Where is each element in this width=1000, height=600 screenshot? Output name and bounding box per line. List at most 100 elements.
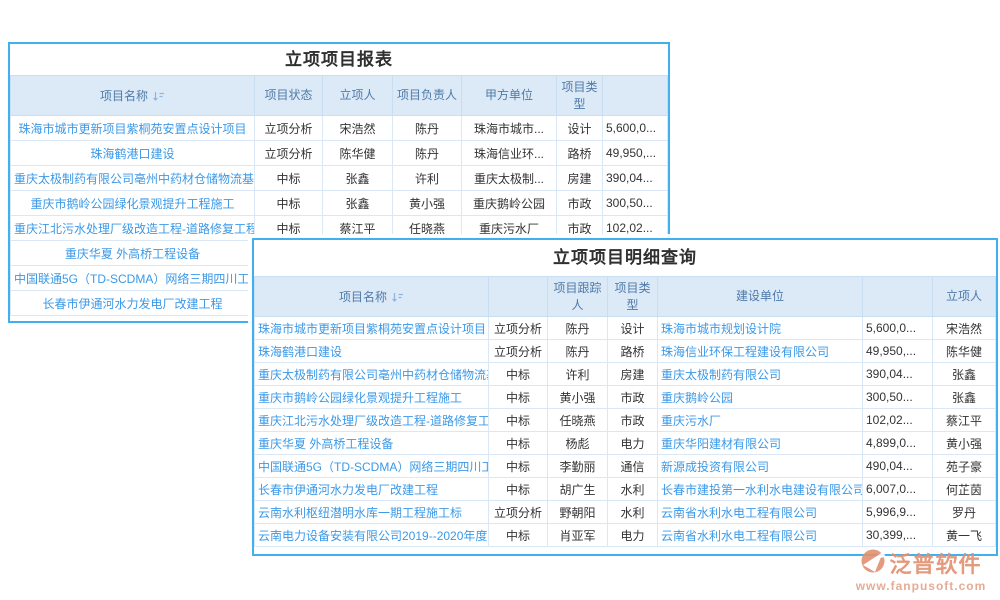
detail-table-row[interactable]: 长春市伊通河水力发电厂改建工程 中标 胡广生 水利 长春市建投第一水利水电建设有… bbox=[254, 477, 996, 501]
report-col-client[interactable]: 甲方单位 bbox=[461, 75, 557, 116]
detail-cell-project-name: 重庆太极制药有限公司亳州中药材仓储物流基地 bbox=[254, 362, 489, 386]
detail-table-row[interactable]: 重庆华夏 外高桥工程设备 中标 杨彪 电力 重庆华阳建材有限公司 4,899,0… bbox=[254, 431, 996, 455]
detail-cell-unit: 重庆污水厂 bbox=[657, 408, 863, 432]
project-name-link[interactable]: 中国联通5G（TD-SCDMA）网络三期四川工程 bbox=[14, 271, 255, 286]
project-name-link[interactable]: 重庆江北污水处理厂级改造工程-道路修复工程 bbox=[14, 221, 255, 236]
detail-cell-amount: 5,996,9... bbox=[862, 500, 933, 524]
detail-cell-unit: 重庆华阳建材有限公司 bbox=[657, 431, 863, 455]
report-table-row[interactable]: 重庆市鹅岭公园绿化景观提升工程施工 中标 张鑫 黄小强 重庆鹅岭公园 市政 30… bbox=[10, 190, 668, 216]
detail-cell-status: 中标 bbox=[488, 523, 548, 547]
detail-cell-project-name: 珠海鹤港口建设 bbox=[254, 339, 489, 363]
report-table: 项目名称 项目状态 立项人 项目负责人 甲方单位 bbox=[10, 75, 668, 316]
detail-cell-creator: 苑子豪 bbox=[932, 454, 996, 478]
project-name-link[interactable]: 云南电力设备安装有限公司2019--2020年度劳务 bbox=[258, 528, 489, 543]
detail-col-type[interactable]: 项目类型 bbox=[607, 276, 658, 317]
detail-cell-status: 中标 bbox=[488, 385, 548, 409]
report-col-type[interactable]: 项目类型 bbox=[556, 75, 603, 116]
report-col-amount[interactable] bbox=[602, 75, 668, 116]
detail-col-project-name[interactable]: 项目名称 bbox=[254, 276, 489, 317]
report-cell-amount: 5,600,0... bbox=[602, 115, 668, 141]
detail-table-row[interactable]: 重庆市鹅岭公园绿化景观提升工程施工 中标 黄小强 市政 重庆鹅岭公园 300,5… bbox=[254, 385, 996, 409]
report-cell-type: 市政 bbox=[556, 215, 603, 241]
detail-cell-status: 中标 bbox=[488, 454, 548, 478]
report-col-status[interactable]: 项目状态 bbox=[254, 75, 323, 116]
report-table-row[interactable]: 珠海市城市更新项目紫桐苑安置点设计项目 立项分析 宋浩然 陈丹 珠海市城市...… bbox=[10, 115, 668, 141]
report-cell-client: 珠海市城市... bbox=[461, 115, 557, 141]
report-cell-project-name: 长春市伊通河水力发电厂改建工程 bbox=[10, 290, 255, 316]
watermark-brand-text: 泛普软件 bbox=[889, 552, 982, 577]
report-cell-project-name: 中国联通5G（TD-SCDMA）网络三期四川工程 bbox=[10, 265, 255, 291]
project-name-link[interactable]: 重庆市鹅岭公园绿化景观提升工程施工 bbox=[258, 390, 463, 405]
project-name-link[interactable]: 重庆江北污水处理厂级改造工程-道路修复工程 bbox=[258, 413, 489, 428]
report-table-row[interactable]: 重庆太极制药有限公司亳州中药材仓储物流基地 中标 张鑫 许利 重庆太极制... … bbox=[10, 165, 668, 191]
detail-panel: 立项项目明细查询 项目名称 bbox=[252, 238, 998, 556]
detail-cell-tracker: 黄小强 bbox=[547, 385, 608, 409]
project-name-link[interactable]: 重庆太极制药有限公司亳州中药材仓储物流基地 bbox=[14, 171, 255, 186]
detail-cell-amount: 30,399,... bbox=[862, 523, 933, 547]
report-cell-client: 重庆鹅岭公园 bbox=[461, 190, 557, 216]
fanpu-watermark: 泛普软件 www.fanpusoft.com bbox=[846, 547, 996, 593]
report-table-row[interactable]: 珠海鹤港口建设 立项分析 陈华健 陈丹 珠海信业环... 路桥 49,950,.… bbox=[10, 140, 668, 166]
detail-cell-project-name: 云南电力设备安装有限公司2019--2020年度劳务 bbox=[254, 523, 489, 547]
detail-table-row[interactable]: 珠海鹤港口建设 立项分析 陈丹 路桥 珠海信业环保工程建设有限公司 49,950… bbox=[254, 339, 996, 363]
project-name-link[interactable]: 重庆华夏 外高桥工程设备 bbox=[64, 246, 201, 261]
project-name-link[interactable]: 珠海市城市更新项目紫桐苑安置点设计项目 bbox=[258, 321, 487, 336]
detail-table-row[interactable]: 云南电力设备安装有限公司2019--2020年度劳务 中标 肖亚军 电力 云南省… bbox=[254, 523, 996, 547]
detail-cell-unit: 珠海信业环保工程建设有限公司 bbox=[657, 339, 863, 363]
detail-cell-type: 通信 bbox=[607, 454, 658, 478]
construction-unit-link[interactable]: 珠海市城市规划设计院 bbox=[661, 321, 782, 336]
construction-unit-link[interactable]: 长春市建投第一水利水电建设有限公司 bbox=[661, 482, 863, 497]
report-cell-status: 中标 bbox=[254, 165, 323, 191]
detail-table-row[interactable]: 重庆太极制药有限公司亳州中药材仓储物流基地 中标 许利 房建 重庆太极制药有限公… bbox=[254, 362, 996, 386]
detail-cell-unit: 珠海市城市规划设计院 bbox=[657, 316, 863, 340]
report-cell-client: 珠海信业环... bbox=[461, 140, 557, 166]
construction-unit-link[interactable]: 重庆鹅岭公园 bbox=[661, 390, 734, 405]
detail-table-row[interactable]: 重庆江北污水处理厂级改造工程-道路修复工程 中标 任晓燕 市政 重庆污水厂 10… bbox=[254, 408, 996, 432]
report-cell-creator: 张鑫 bbox=[322, 190, 393, 216]
construction-unit-link[interactable]: 云南省水利水电工程有限公司 bbox=[661, 505, 818, 520]
report-col-project-name-label: 项目名称 bbox=[99, 88, 148, 103]
project-name-link[interactable]: 珠海市城市更新项目紫桐苑安置点设计项目 bbox=[18, 121, 247, 136]
detail-col-tracker[interactable]: 项目跟踪人 bbox=[547, 276, 608, 317]
fanpu-logo-icon bbox=[860, 548, 887, 579]
report-col-manager[interactable]: 项目负责人 bbox=[392, 75, 462, 116]
project-name-link[interactable]: 重庆市鹅岭公园绿化景观提升工程施工 bbox=[30, 196, 235, 211]
report-cell-status: 立项分析 bbox=[254, 115, 323, 141]
project-name-link[interactable]: 珠海鹤港口建设 bbox=[90, 146, 175, 161]
detail-cell-amount: 4,899,0... bbox=[862, 431, 933, 455]
detail-table-row[interactable]: 云南水利枢纽潜明水库一期工程施工标 立项分析 野朝阳 水利 云南省水利水电工程有… bbox=[254, 500, 996, 524]
sort-icon[interactable] bbox=[152, 90, 165, 102]
report-table-row[interactable]: 重庆江北污水处理厂级改造工程-道路修复工程 中标 蔡江平 任晓燕 重庆污水厂 市… bbox=[10, 215, 668, 241]
project-name-link[interactable]: 长春市伊通河水力发电厂改建工程 bbox=[42, 296, 223, 311]
detail-table-row[interactable]: 中国联通5G（TD-SCDMA）网络三期四川工程 中标 李勤丽 通信 新源成投资… bbox=[254, 454, 996, 478]
report-panel-title: 立项项目报表 bbox=[285, 50, 393, 69]
project-name-link[interactable]: 重庆太极制药有限公司亳州中药材仓储物流基地 bbox=[258, 367, 489, 382]
detail-cell-status: 立项分析 bbox=[488, 339, 548, 363]
detail-col-status[interactable] bbox=[488, 276, 548, 317]
project-name-link[interactable]: 中国联通5G（TD-SCDMA）网络三期四川工程 bbox=[258, 459, 489, 474]
detail-cell-creator: 何芷茵 bbox=[932, 477, 996, 501]
detail-cell-creator: 张鑫 bbox=[932, 385, 996, 409]
report-col-project-name[interactable]: 项目名称 bbox=[10, 75, 255, 116]
detail-cell-unit: 重庆太极制药有限公司 bbox=[657, 362, 863, 386]
report-col-creator[interactable]: 立项人 bbox=[322, 75, 393, 116]
detail-cell-unit: 新源成投资有限公司 bbox=[657, 454, 863, 478]
construction-unit-link[interactable]: 珠海信业环保工程建设有限公司 bbox=[661, 344, 830, 359]
construction-unit-link[interactable]: 重庆华阳建材有限公司 bbox=[661, 436, 782, 451]
project-name-link[interactable]: 珠海鹤港口建设 bbox=[258, 344, 343, 359]
construction-unit-link[interactable]: 新源成投资有限公司 bbox=[661, 459, 770, 474]
detail-cell-amount: 490,04... bbox=[862, 454, 933, 478]
detail-cell-project-name: 中国联通5G（TD-SCDMA）网络三期四川工程 bbox=[254, 454, 489, 478]
detail-table-row[interactable]: 珠海市城市更新项目紫桐苑安置点设计项目 立项分析 陈丹 设计 珠海市城市规划设计… bbox=[254, 316, 996, 340]
project-name-link[interactable]: 长春市伊通河水力发电厂改建工程 bbox=[258, 482, 439, 497]
report-cell-amount: 300,50... bbox=[602, 190, 668, 216]
sort-icon[interactable] bbox=[391, 291, 404, 303]
detail-col-unit[interactable]: 建设单位 bbox=[657, 276, 863, 317]
construction-unit-link[interactable]: 重庆污水厂 bbox=[661, 413, 722, 428]
detail-col-amount[interactable] bbox=[862, 276, 933, 317]
detail-col-creator[interactable]: 立项人 bbox=[932, 276, 996, 317]
construction-unit-link[interactable]: 重庆太极制药有限公司 bbox=[661, 367, 782, 382]
project-name-link[interactable]: 重庆华夏 外高桥工程设备 bbox=[258, 436, 394, 451]
project-name-link[interactable]: 云南水利枢纽潜明水库一期工程施工标 bbox=[258, 505, 463, 520]
construction-unit-link[interactable]: 云南省水利水电工程有限公司 bbox=[661, 528, 818, 543]
